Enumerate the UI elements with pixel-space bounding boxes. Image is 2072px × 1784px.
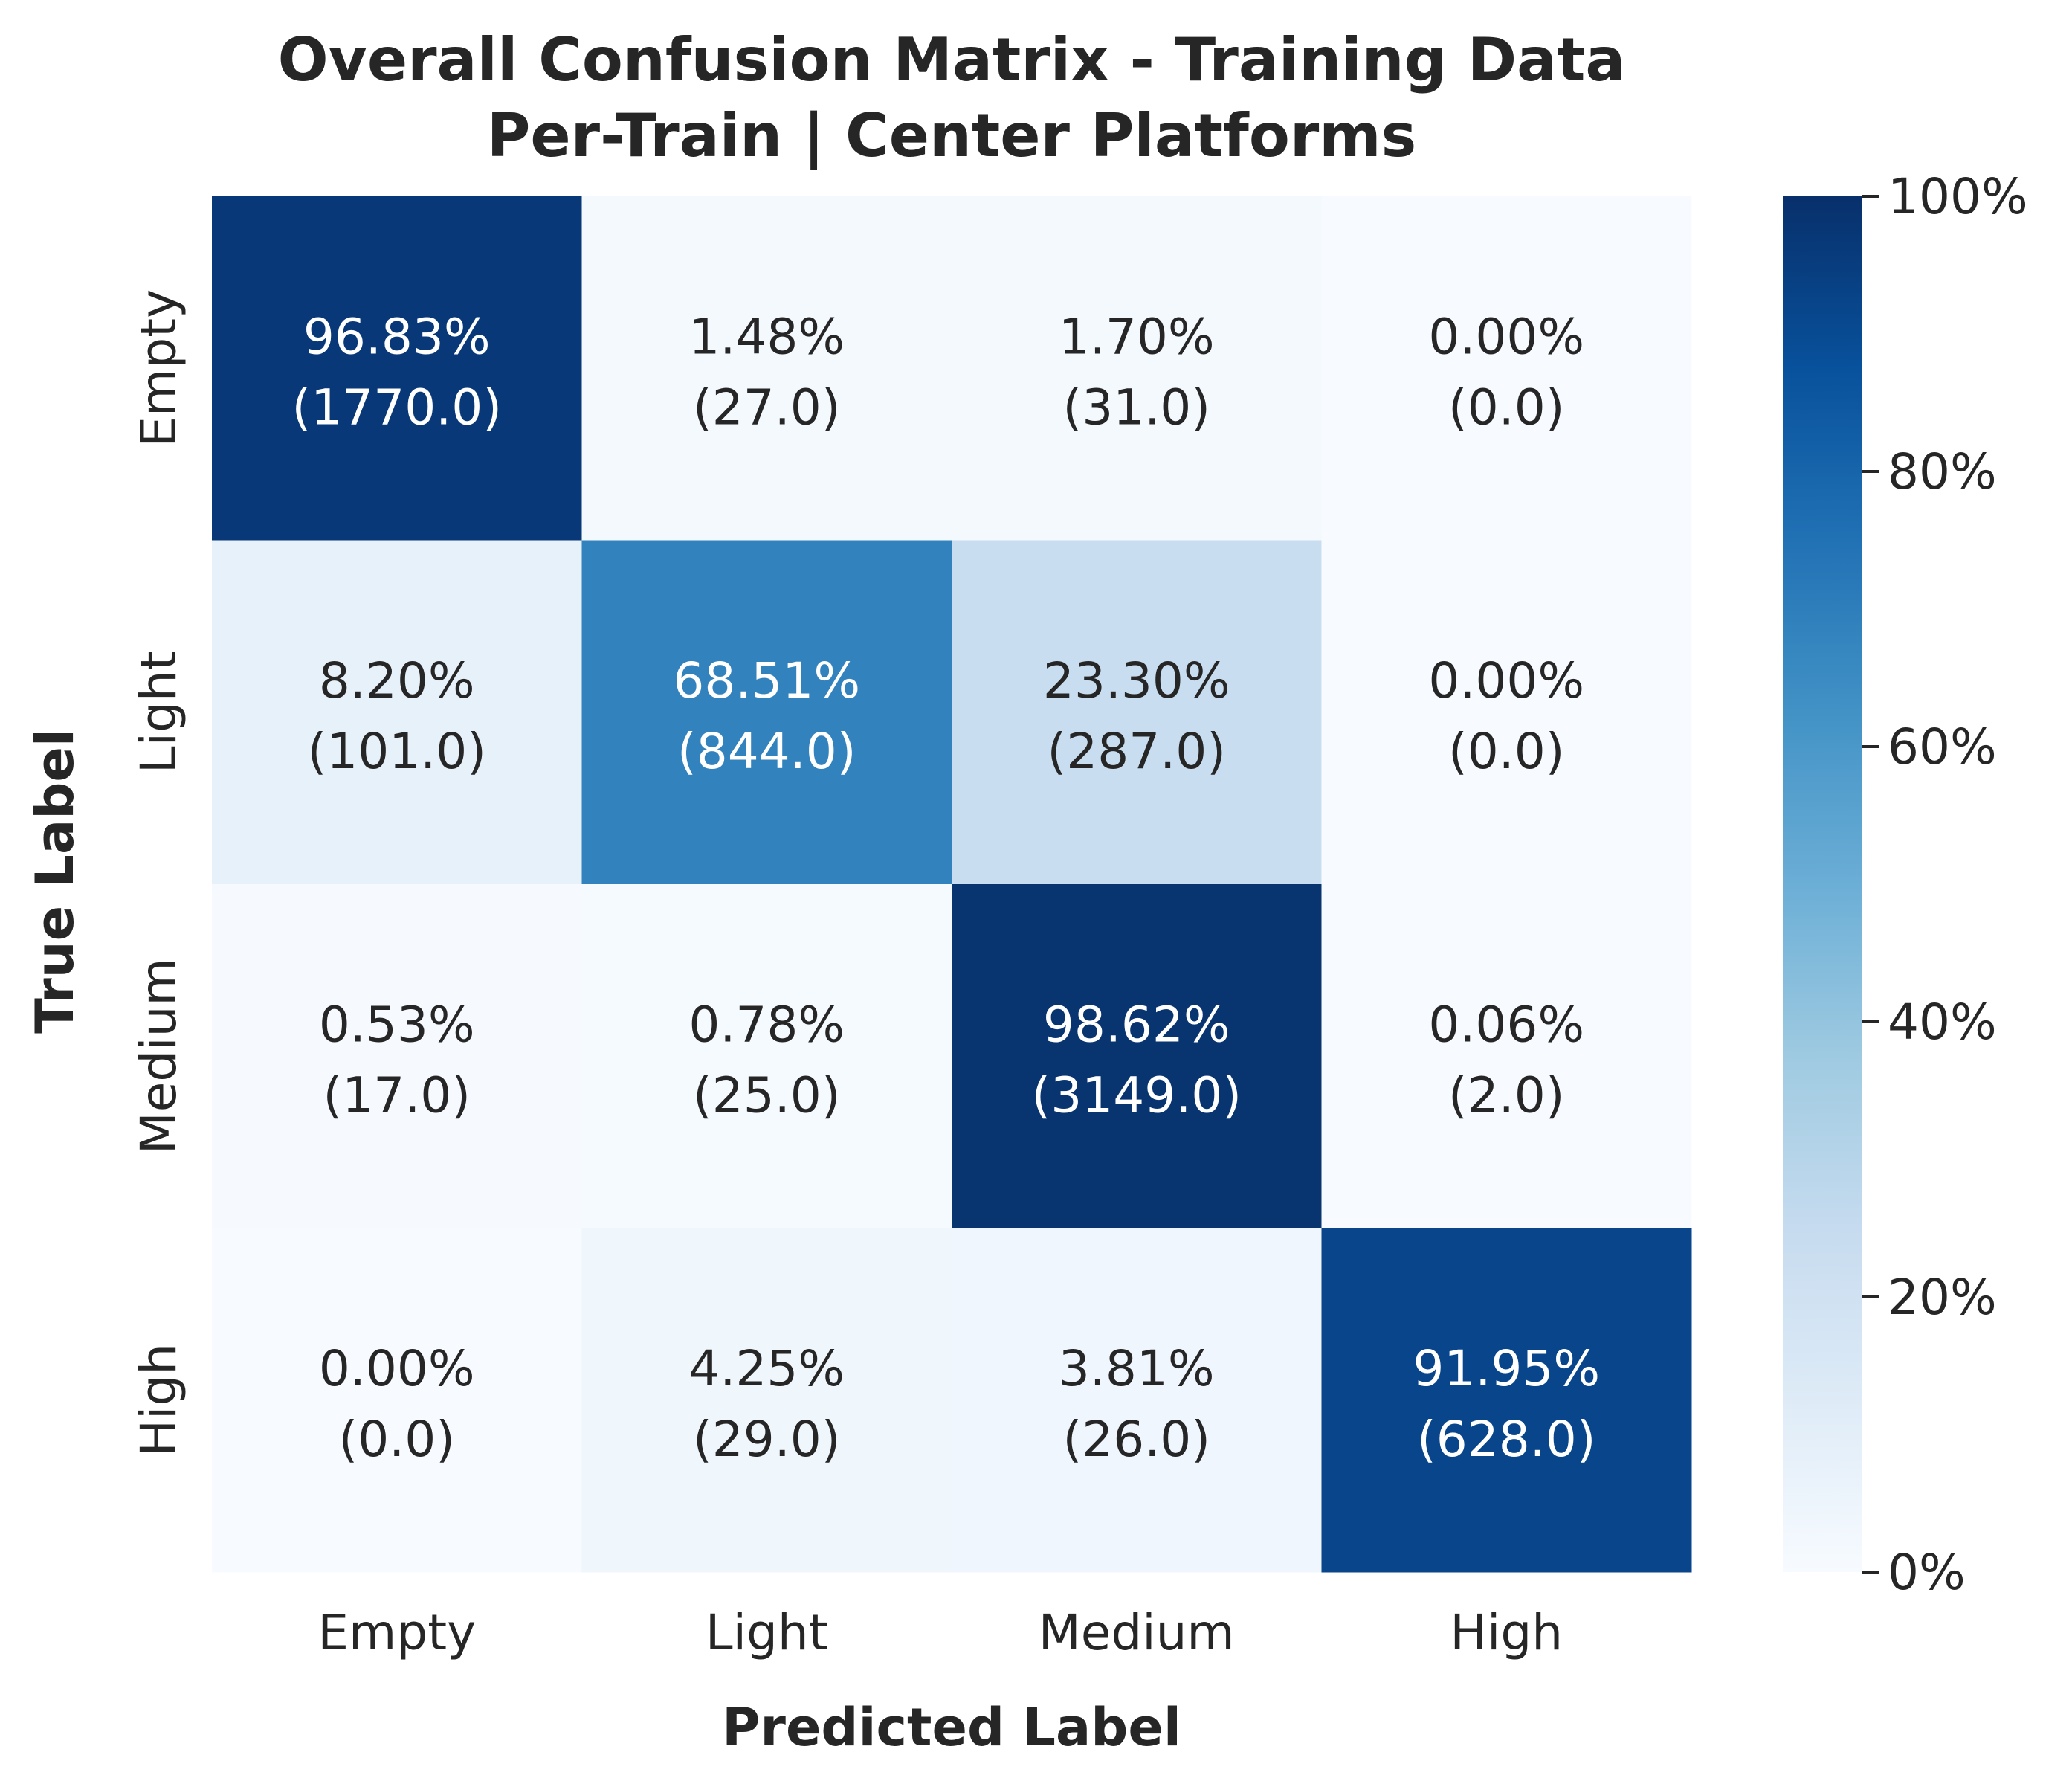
cell-percent-label: 3.81% — [1059, 1340, 1215, 1397]
cell-count-label: (101.0) — [308, 723, 486, 780]
heatmap-cell-high-high — [1321, 1228, 1692, 1573]
cell-count-label: (27.0) — [693, 379, 840, 436]
heatmap-cell-high-medium — [952, 1228, 1322, 1573]
cell-count-label: (2.0) — [1448, 1066, 1564, 1124]
heatmap-cell-light-light — [581, 540, 952, 885]
cell-count-label: (3149.0) — [1032, 1066, 1242, 1124]
heatmap-cell-light-high — [1321, 540, 1692, 885]
cell-count-label: (25.0) — [693, 1066, 840, 1124]
cell-percent-label: 91.95% — [1413, 1340, 1600, 1397]
cell-percent-label: 0.00% — [1428, 652, 1584, 709]
cell-percent-label: 0.78% — [688, 996, 845, 1053]
cell-count-label: (0.0) — [1448, 723, 1564, 780]
heatmap-cell-medium-light — [581, 884, 952, 1228]
y-axis-title: True Label — [25, 729, 85, 1034]
colorbar-ticks: 0% 20% 40% 60% 80% 100% — [1862, 168, 2028, 1601]
colorbar-tick-label: 20% — [1888, 1269, 1997, 1326]
y-tick-label-medium: Medium — [130, 958, 187, 1154]
cell-percent-label: 8.20% — [319, 652, 475, 709]
heatmap-cell-high-light — [581, 1228, 952, 1573]
colorbar — [1783, 196, 1862, 1572]
heatmap-cell-labels: 96.83% (1770.0) 1.48% (27.0) 1.70% (31.0) 0.00… — [292, 308, 1601, 1468]
heatmap-cell-empty-medium — [952, 196, 1322, 541]
cell-count-label: (31.0) — [1063, 379, 1210, 436]
heatmap-cell-light-medium — [952, 540, 1322, 885]
heatmap-cell-empty-light — [581, 196, 952, 541]
chart-title-line-1: Overall Confusion Matrix - Training Data — [278, 25, 1626, 94]
heatmap-cells — [212, 196, 1692, 1573]
cell-percent-label: 96.83% — [303, 308, 491, 365]
cell-percent-label: 4.25% — [688, 1340, 845, 1397]
heatmap-cell-medium-medium — [952, 884, 1322, 1228]
x-tick-label-high: High — [1450, 1604, 1563, 1661]
cell-count-label: (844.0) — [677, 723, 856, 780]
cell-percent-label: 0.00% — [1428, 308, 1584, 365]
cell-percent-label: 68.51% — [673, 652, 860, 709]
colorbar-tick-label: 40% — [1888, 994, 1997, 1051]
heatmap-cell-light-empty — [212, 540, 582, 885]
cell-count-label: (29.0) — [693, 1411, 840, 1468]
colorbar-tick-label: 0% — [1888, 1544, 1966, 1601]
cell-percent-label: 0.53% — [319, 996, 475, 1053]
chart-title-line-2: Per-Train | Center Platforms — [487, 101, 1417, 171]
cell-count-label: (0.0) — [1448, 379, 1564, 436]
cell-percent-label: 0.00% — [319, 1340, 475, 1397]
heatmap-cell-high-empty — [212, 1228, 582, 1573]
x-axis-title: Predicted Label — [722, 1697, 1181, 1758]
cell-percent-label: 0.06% — [1428, 996, 1584, 1053]
y-tick-labels: Empty Light Medium High — [130, 289, 187, 1457]
colorbar-tick-label: 80% — [1888, 443, 1997, 500]
cell-percent-label: 23.30% — [1043, 652, 1230, 709]
heatmap-cell-medium-high — [1321, 884, 1692, 1228]
cell-percent-label: 1.48% — [688, 308, 845, 365]
x-tick-labels: Empty Light Medium High — [317, 1604, 1563, 1661]
y-tick-label-light: Light — [130, 651, 187, 773]
heatmap-cell-empty-high — [1321, 196, 1692, 541]
cell-count-label: (17.0) — [323, 1066, 471, 1124]
colorbar-tick-label: 100% — [1888, 168, 2028, 225]
heatmap-cell-empty-empty — [212, 196, 582, 541]
y-tick-label-high: High — [130, 1344, 187, 1457]
y-tick-label-empty: Empty — [130, 289, 187, 448]
cell-percent-label: 98.62% — [1043, 996, 1230, 1053]
colorbar-tick-label: 60% — [1888, 718, 1997, 776]
x-tick-label-medium: Medium — [1039, 1604, 1235, 1661]
cell-count-label: (287.0) — [1048, 723, 1226, 780]
x-tick-label-empty: Empty — [317, 1604, 476, 1661]
cell-percent-label: 1.70% — [1059, 308, 1215, 365]
cell-count-label: (628.0) — [1417, 1411, 1595, 1468]
cell-count-label: (26.0) — [1063, 1411, 1210, 1468]
cell-count-label: (0.0) — [339, 1411, 455, 1468]
x-tick-label-light: Light — [706, 1604, 828, 1661]
cell-count-label: (1770.0) — [292, 379, 502, 436]
heatmap-cell-medium-empty — [212, 884, 582, 1228]
